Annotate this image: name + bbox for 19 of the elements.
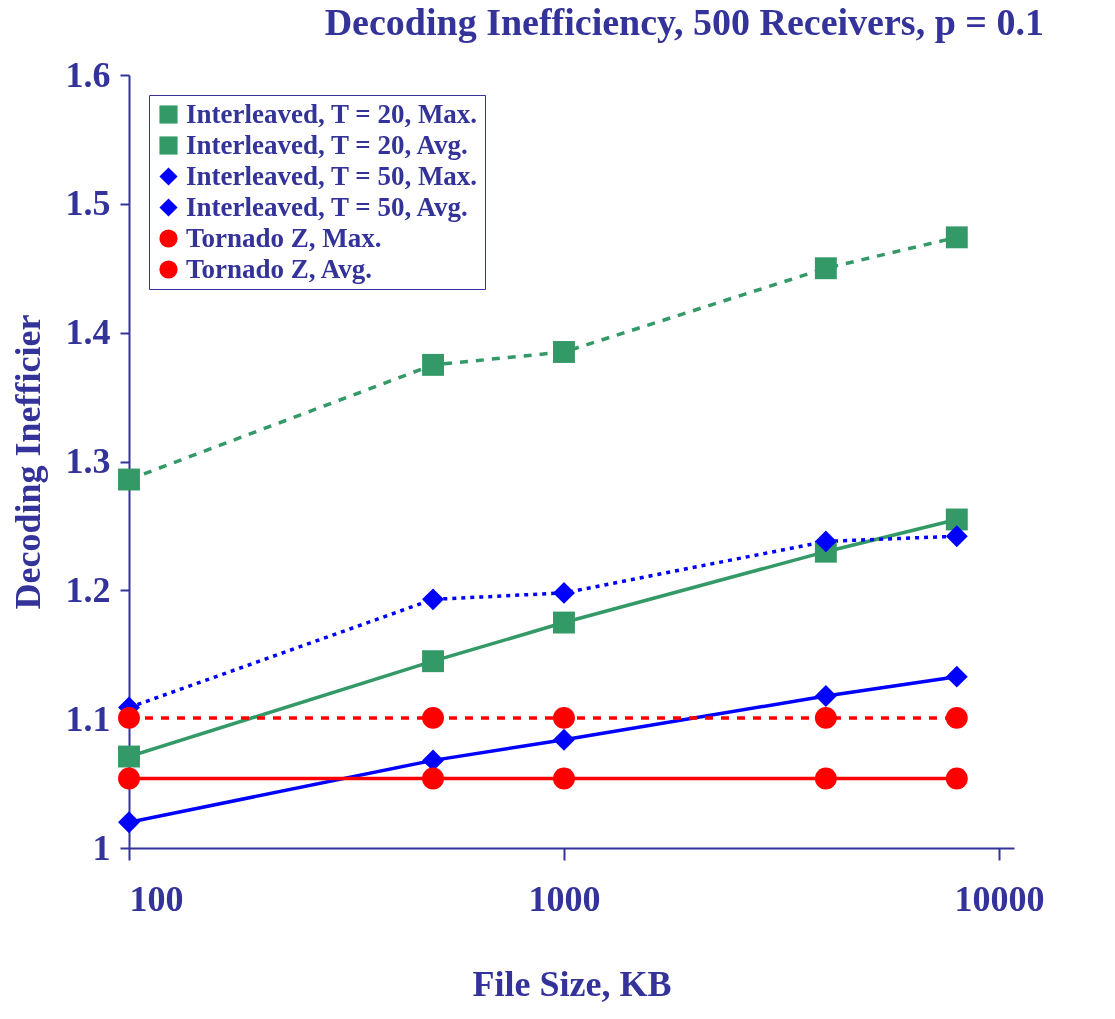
x-tick-label: 1000 <box>528 878 601 919</box>
x-tick-label: 10000 <box>954 878 1045 919</box>
legend-label: Interleaved, T = 20, Avg. <box>186 129 468 160</box>
y-tick-label: 1.5 <box>65 183 111 224</box>
x-tick-label: 100 <box>129 878 184 919</box>
legend-label: Interleaved, T = 20, Max. <box>186 98 478 129</box>
legend-label: Tornado Z, Max. <box>186 222 382 253</box>
y-tick-label: 1.4 <box>65 312 111 353</box>
y-tick-label: 1.6 <box>65 54 111 95</box>
y-axis-title: Decoding Inefficier <box>7 314 48 610</box>
y-tick-label: 1.1 <box>65 698 111 739</box>
y-tick-label: 1.2 <box>65 569 111 610</box>
chart-title: Decoding Inefficiency, 500 Receivers, p = 0.1 <box>324 1 1044 43</box>
legend-label: Interleaved, T = 50, Max. <box>186 160 478 191</box>
y-tick-label: 1.3 <box>65 441 111 481</box>
legend-label: Interleaved, T = 50, Avg. <box>186 191 468 222</box>
legend-label: Tornado Z, Avg. <box>186 253 373 284</box>
x-axis-title: File Size, KB <box>472 963 672 1004</box>
y-tick-label: 1 <box>92 827 111 868</box>
